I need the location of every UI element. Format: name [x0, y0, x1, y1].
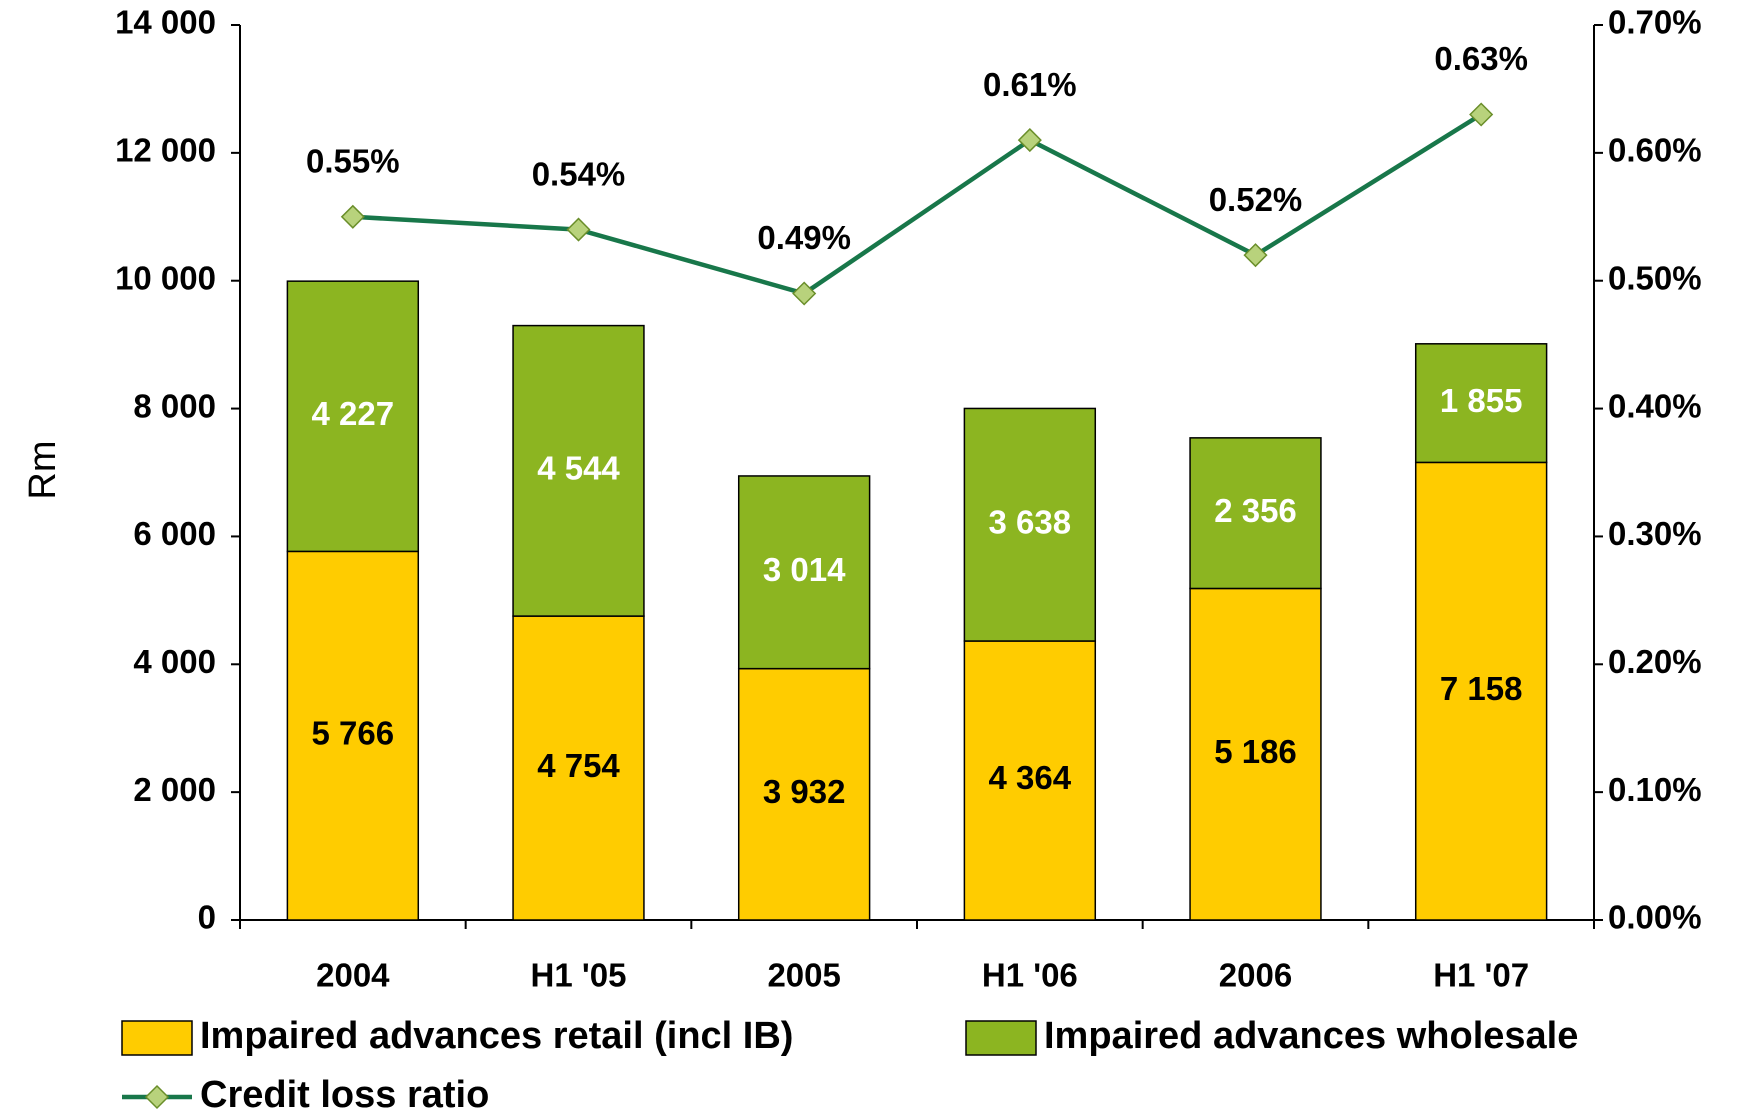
y-axis-label: Rm — [22, 440, 64, 499]
y-tick-label: 8 000 — [133, 387, 216, 424]
bar-segment — [286, 280, 420, 553]
y-tick-label: 0 — [198, 899, 216, 936]
bar-segment — [512, 324, 645, 617]
y2-tick-label: 0.00% — [1608, 899, 1702, 936]
y-tick-label: 6 000 — [133, 515, 216, 552]
bar-value-label: 5 186 — [1214, 733, 1297, 770]
bar-value-label: 3 932 — [763, 773, 846, 810]
legend-label: Impaired advances retail (incl IB) — [200, 1015, 793, 1057]
bar-value-label: 4 364 — [989, 759, 1072, 796]
x-tick-label: H1 '07 — [1433, 957, 1529, 994]
line-marker — [1017, 128, 1042, 153]
y2-tick-label: 0.60% — [1608, 132, 1702, 169]
y2-tick-label: 0.30% — [1608, 515, 1702, 552]
line-value-label: 0.55% — [306, 143, 400, 180]
bar-value-label: 3 014 — [763, 551, 846, 588]
bar-value-label: 1 855 — [1440, 382, 1523, 419]
bar-segment — [737, 475, 871, 670]
legend-marker — [144, 1084, 170, 1110]
bar-value-label: 4 227 — [312, 395, 395, 432]
line-value-label: 0.63% — [1434, 40, 1528, 77]
bar-value-label: 4 544 — [537, 450, 620, 487]
y-tick-label: 10 000 — [115, 259, 216, 296]
y-tick-label: 2 000 — [133, 771, 216, 808]
x-tick-label: 2004 — [316, 957, 390, 994]
y-tick-label: 12 000 — [115, 132, 216, 169]
y2-tick-label: 0.10% — [1608, 771, 1702, 808]
x-tick-label: H1 '05 — [531, 957, 627, 994]
x-tick-label: H1 '06 — [982, 957, 1078, 994]
bar-segment — [963, 640, 1097, 921]
bar-value-label: 2 356 — [1214, 492, 1297, 529]
y2-tick-label: 0.70% — [1608, 4, 1702, 41]
bar-value-label: 3 638 — [989, 503, 1072, 540]
bar-value-label: 7 158 — [1440, 670, 1523, 707]
line-value-label: 0.49% — [757, 219, 851, 256]
line-value-label: 0.52% — [1209, 181, 1303, 218]
bar-segment — [1189, 587, 1322, 921]
bar-segment — [1189, 437, 1322, 590]
line-marker — [1243, 243, 1268, 268]
line-marker — [566, 217, 591, 242]
bar-segment — [512, 615, 645, 921]
y-tick-label: 4 000 — [133, 643, 216, 680]
line-marker — [792, 281, 817, 306]
line-value-label: 0.61% — [983, 66, 1077, 103]
bar-segment — [963, 407, 1097, 642]
bar-segment — [737, 667, 871, 921]
y2-tick-label: 0.40% — [1608, 387, 1702, 424]
bar-segment — [1414, 461, 1548, 921]
line-marker — [1469, 102, 1494, 127]
line-marker — [340, 204, 365, 229]
line — [352, 112, 1483, 296]
legend-label: Impaired advances wholesale — [1044, 1015, 1578, 1057]
line-value-label: 0.54% — [532, 155, 626, 192]
legend-swatch — [121, 1020, 193, 1056]
legend-label: Credit loss ratio — [200, 1074, 489, 1110]
y2-tick-label: 0.50% — [1608, 259, 1702, 296]
legend-swatch — [965, 1020, 1037, 1056]
y-tick-label: 14 000 — [115, 4, 216, 41]
bar-value-label: 5 766 — [312, 714, 395, 751]
y2-tick-label: 0.20% — [1608, 643, 1702, 680]
x-tick-label: 2005 — [767, 957, 840, 994]
bar-segment — [1414, 343, 1548, 464]
x-tick-label: 2006 — [1219, 957, 1292, 994]
bar-value-label: 4 754 — [537, 747, 620, 784]
bar-segment — [286, 550, 420, 921]
